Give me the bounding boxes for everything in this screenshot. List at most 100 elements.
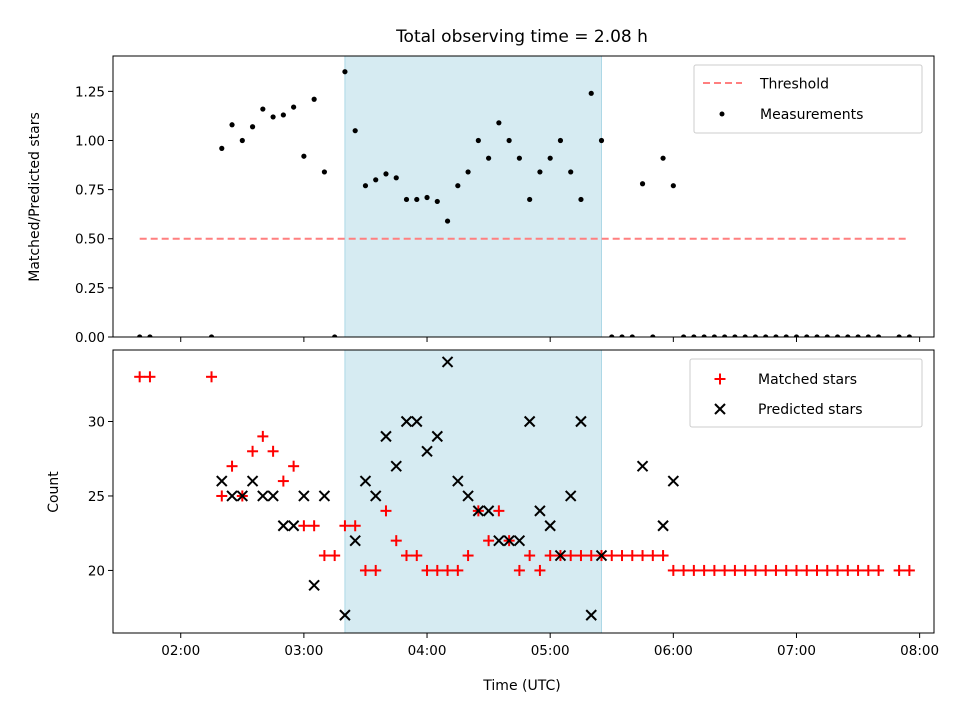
- measurement-point: [496, 120, 502, 126]
- measurement-point: [547, 155, 553, 161]
- predicted-star-point: [667, 475, 680, 487]
- matched-star-point: [206, 371, 218, 383]
- measurement-point: [373, 177, 379, 183]
- matched-star-point: [760, 564, 772, 576]
- matched-star-point: [483, 535, 495, 547]
- measurement-point: [362, 183, 369, 189]
- top-legend-box: [693, 64, 923, 134]
- measurement-point: [875, 334, 882, 337]
- predicted-star-point: [441, 356, 454, 368]
- x-tick-label: 02:00: [161, 643, 200, 659]
- matched-star-point: [216, 490, 228, 502]
- legend-threshold-label: Threshold: [759, 77, 829, 93]
- measurement-point: [424, 194, 430, 201]
- y-tick-label: 25: [88, 489, 105, 505]
- measurement-point: [311, 96, 317, 102]
- x-tick-label: 04:00: [408, 643, 447, 659]
- matched-star-point: [308, 520, 320, 532]
- matched-star-point: [359, 564, 371, 576]
- top-y-axis-label: Matched/Predicted stars: [27, 112, 43, 282]
- matched-star-point: [873, 564, 885, 576]
- matched-star-point: [565, 550, 577, 562]
- measurement-point: [722, 334, 728, 337]
- measurement-point: [865, 334, 871, 337]
- predicted-star-point: [421, 445, 433, 457]
- measurement-point: [291, 104, 297, 110]
- measurement-point: [516, 155, 522, 161]
- matched-star-point: [626, 550, 638, 562]
- matched-star-point: [401, 550, 413, 562]
- matched-star-point: [524, 550, 536, 562]
- measurement-point: [804, 334, 810, 337]
- measurement-point: [321, 169, 328, 175]
- measurement-point: [752, 334, 759, 337]
- measurement-point: [465, 169, 471, 175]
- y-tick-label: 0.75: [75, 183, 105, 199]
- measurement-point: [434, 198, 440, 205]
- measurement-point: [906, 334, 912, 337]
- matched-star-point: [431, 564, 443, 576]
- predicted-star-point: [585, 609, 597, 621]
- matched-star-point: [277, 475, 289, 487]
- measurement-point: [403, 196, 410, 203]
- matched-star-point: [585, 550, 597, 562]
- matched-star-point: [339, 520, 351, 532]
- predicted-star-point: [226, 490, 238, 502]
- bottom-x-axis-label: Time (UTC): [482, 678, 560, 694]
- measurement-point: [578, 196, 584, 203]
- top-panel: 0.00 0.25 0.50 0.75 1.00 1.25 Matched/Predict…: [27, 55, 935, 346]
- measurement-point: [537, 169, 543, 175]
- predicted-star-point: [431, 430, 444, 443]
- predicted-star-point: [246, 475, 259, 487]
- top-chart-title: Total observing time = 2.08 h: [395, 27, 648, 47]
- predicted-star-point: [390, 460, 402, 472]
- matched-star-point: [257, 430, 269, 442]
- x-tick-label: 03:00: [284, 643, 323, 659]
- matched-star-point: [811, 564, 823, 576]
- bottom-legend-box: [689, 358, 923, 428]
- matched-star-point: [616, 550, 628, 562]
- measurement-point: [332, 334, 338, 337]
- measurement-point: [219, 145, 225, 151]
- predicted-star-point: [493, 534, 505, 547]
- measurement-point: [834, 334, 841, 337]
- predicted-star-point: [503, 534, 515, 547]
- matched-star-point: [462, 550, 474, 562]
- measurement-point: [824, 334, 830, 337]
- measurement-point: [137, 334, 143, 337]
- top-x-ticks: [180, 337, 921, 342]
- matched-star-point: [698, 564, 710, 576]
- matched-star-point: [647, 550, 659, 562]
- legend-plus-marker: [714, 373, 726, 385]
- predicted-star-point: [452, 475, 464, 487]
- predicted-star-point: [400, 415, 413, 428]
- measurement-point: [855, 334, 861, 337]
- predicted-star-point: [380, 430, 392, 443]
- measurement-point: [742, 334, 748, 337]
- measurement-point: [773, 334, 779, 337]
- matched-star-point: [842, 564, 854, 576]
- top-observing-window-shade: [344, 55, 602, 338]
- y-tick-label: 1.25: [75, 84, 105, 100]
- matched-star-point: [893, 564, 905, 576]
- measurement-point: [208, 334, 215, 337]
- matched-star-point: [852, 564, 864, 576]
- predicted-star-point: [534, 505, 546, 517]
- predicted-stars-points: [216, 356, 680, 621]
- matched-star-point: [329, 550, 341, 562]
- measurement-point: [414, 196, 420, 203]
- matched-star-point: [421, 564, 433, 576]
- x-tick-label: 07:00: [777, 643, 816, 659]
- matched-star-point: [493, 505, 505, 517]
- measurement-point: [260, 106, 266, 112]
- matched-star-point: [606, 550, 618, 562]
- predicted-star-point: [513, 534, 526, 547]
- matched-star-point: [637, 550, 649, 562]
- predicted-star-point: [359, 475, 372, 487]
- matched-star-point: [821, 564, 833, 576]
- measurement-point: [383, 171, 389, 177]
- measurement-point: [670, 183, 676, 189]
- bottom-x-ticks: 02:00 03:00 04:00 05:00 06:00 07:00 08:00: [161, 633, 939, 659]
- measurement-point: [557, 137, 564, 144]
- measurement-point: [711, 334, 717, 337]
